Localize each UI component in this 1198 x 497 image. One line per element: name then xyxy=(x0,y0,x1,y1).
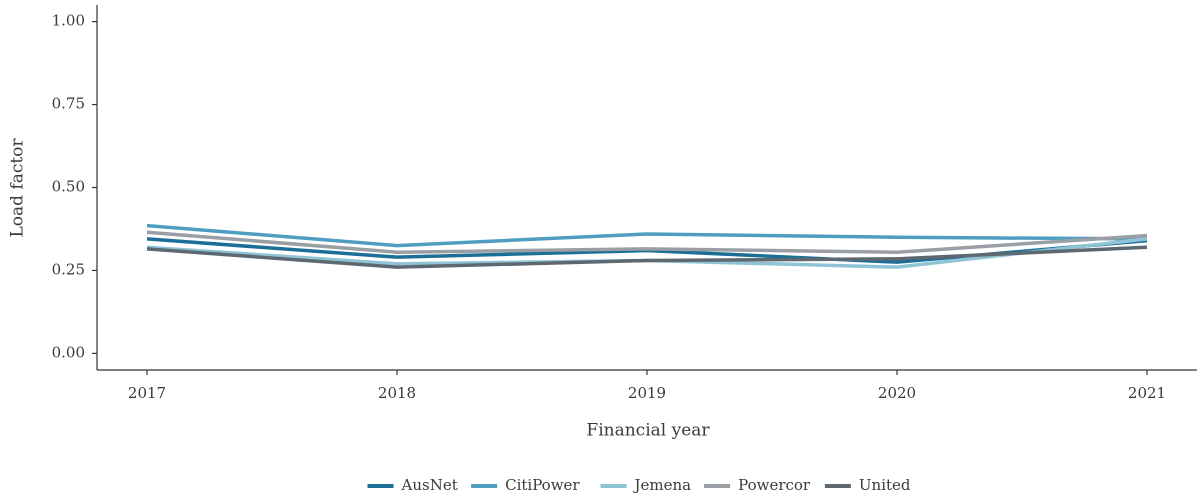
x-tick-label: 2017 xyxy=(128,384,166,402)
y-axis-label: Load factor xyxy=(8,138,28,238)
legend-label: Jemena xyxy=(633,476,692,494)
y-tick-label: 0.50 xyxy=(52,178,85,196)
legend-label: AusNet xyxy=(401,476,458,494)
x-tick-label: 2018 xyxy=(378,384,416,402)
x-tick-label: 2019 xyxy=(628,384,666,402)
legend-label: Powercor xyxy=(738,476,811,494)
legend-label: CitiPower xyxy=(505,476,580,494)
series-line xyxy=(146,245,1148,269)
y-tick-label: 0.75 xyxy=(52,95,85,113)
y-tick-label: 1.00 xyxy=(52,12,85,30)
y-tick-label: 0.00 xyxy=(52,343,85,361)
x-tick-label: 2021 xyxy=(1128,384,1166,402)
x-axis-label: Financial year xyxy=(586,421,710,441)
legend-label: United xyxy=(859,476,911,494)
series-line xyxy=(146,230,1148,254)
x-tick-label: 2020 xyxy=(878,384,916,402)
y-tick-label: 0.25 xyxy=(52,260,85,278)
series-line xyxy=(146,223,1148,248)
